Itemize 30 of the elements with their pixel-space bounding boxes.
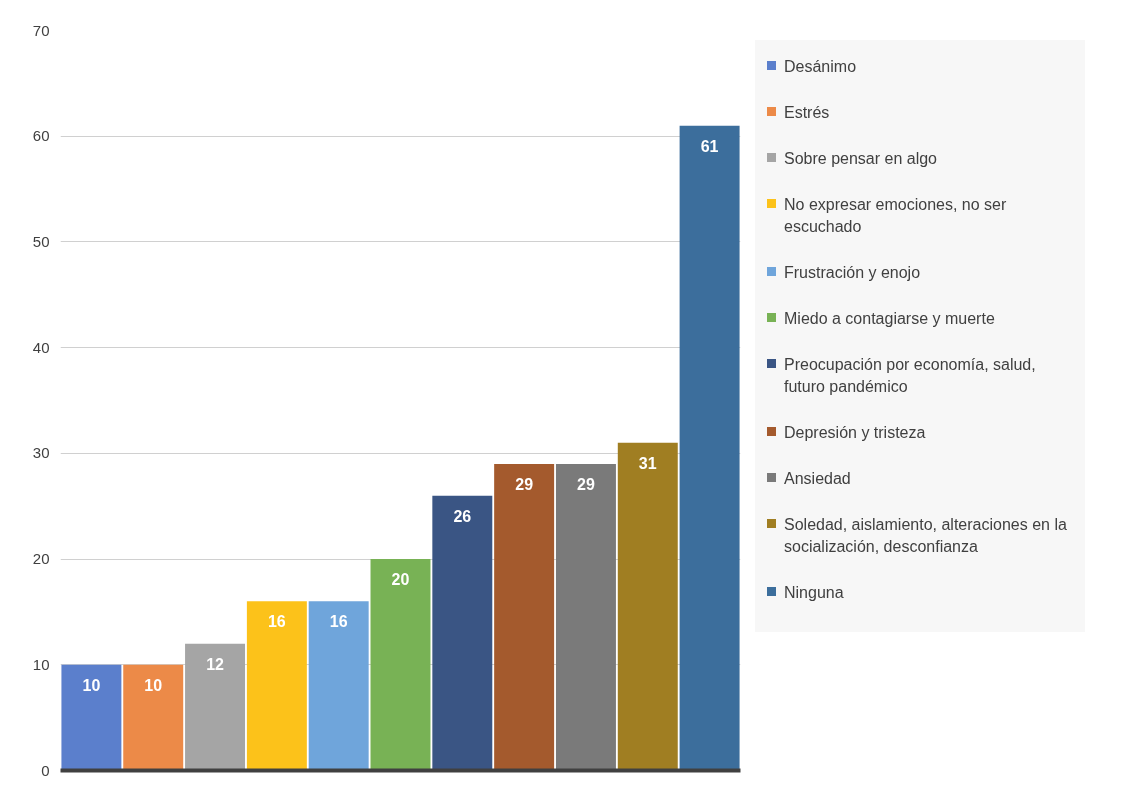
y-tick-label: 40 bbox=[32, 338, 50, 356]
y-tick-label: 50 bbox=[32, 232, 50, 250]
y-tick-label: 0 bbox=[41, 761, 50, 779]
legend-label: Preocupación por economía, salud, futuro pandémico bbox=[784, 355, 1037, 397]
y-tick-label: 20 bbox=[32, 550, 50, 568]
y-tick-label: 30 bbox=[32, 444, 50, 462]
legend-label: Estrés bbox=[784, 103, 830, 123]
data-label: 26 bbox=[453, 507, 472, 525]
data-label: 61 bbox=[700, 137, 719, 155]
data-label: 16 bbox=[329, 613, 348, 631]
data-label: 20 bbox=[391, 571, 410, 589]
data-label: 29 bbox=[577, 475, 595, 493]
legend-label: Depresión y tristeza bbox=[784, 423, 926, 443]
legend-label: Miedo a contagiarse y muerte bbox=[784, 309, 995, 329]
legend-label: Soledad, aislamiento, alteraciones en la socialización, desconfianza bbox=[784, 515, 1068, 557]
legend-label: Ansiedad bbox=[784, 469, 851, 489]
data-label: 10 bbox=[144, 676, 163, 694]
legend-label: Desánimo bbox=[784, 57, 857, 77]
data-label: 12 bbox=[206, 655, 225, 673]
legend-label: No expresar emociones, no ser escuchado bbox=[784, 195, 1008, 237]
y-tick-label: 70 bbox=[32, 21, 50, 39]
y-tick-label: 10 bbox=[32, 655, 50, 673]
data-label: 16 bbox=[267, 613, 286, 631]
data-label: 10 bbox=[82, 676, 101, 694]
y-tick-label: 60 bbox=[32, 127, 50, 145]
legend-label: Sobre pensar en algo bbox=[784, 149, 937, 169]
data-label: 31 bbox=[638, 454, 657, 472]
data-label: 29 bbox=[515, 475, 534, 493]
legend-label: Frustración y enojo bbox=[784, 263, 921, 283]
legend-label: Ninguna bbox=[784, 583, 844, 603]
